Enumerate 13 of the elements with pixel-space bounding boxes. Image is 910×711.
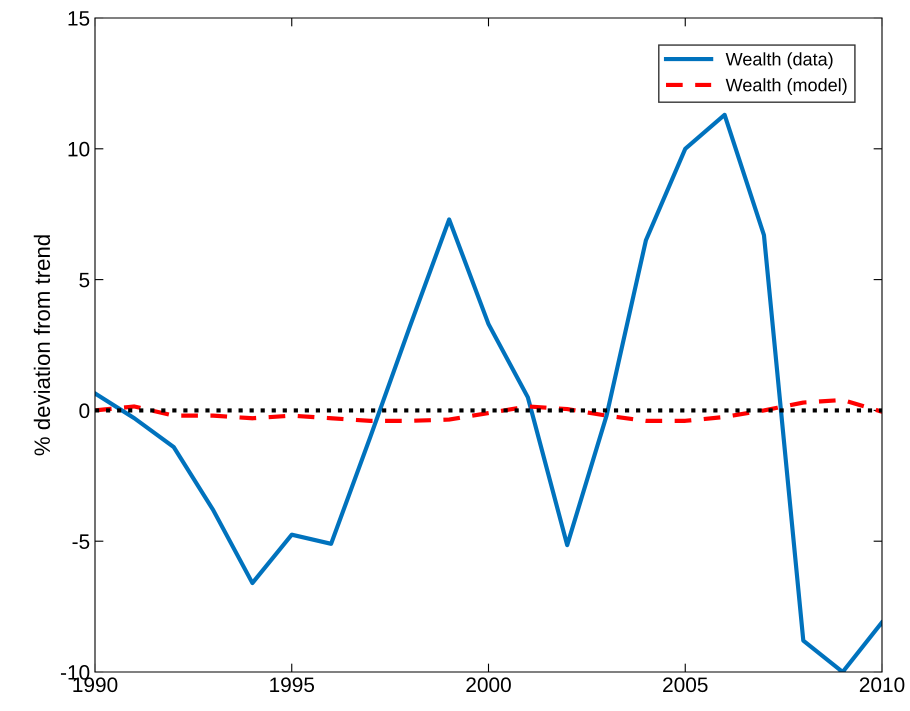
x-tick-label: 1995 <box>270 677 314 692</box>
legend-label: Wealth (data) <box>726 52 833 70</box>
x-tick-label: 2010 <box>860 677 904 692</box>
line-series <box>95 398 882 423</box>
x-tick-label: 2005 <box>663 677 708 692</box>
y-tick-label: 10 <box>68 142 90 157</box>
y-axis-title: % deviation from trend <box>34 235 50 456</box>
y-tick-label: -5 <box>72 534 90 549</box>
y-tick-label: 0 <box>79 403 90 418</box>
legend-label: Wealth (model) <box>726 78 847 95</box>
y-tick-label: 5 <box>79 272 90 288</box>
y-tick-label: 15 <box>68 11 90 26</box>
x-tick-label: 2000 <box>466 677 511 692</box>
